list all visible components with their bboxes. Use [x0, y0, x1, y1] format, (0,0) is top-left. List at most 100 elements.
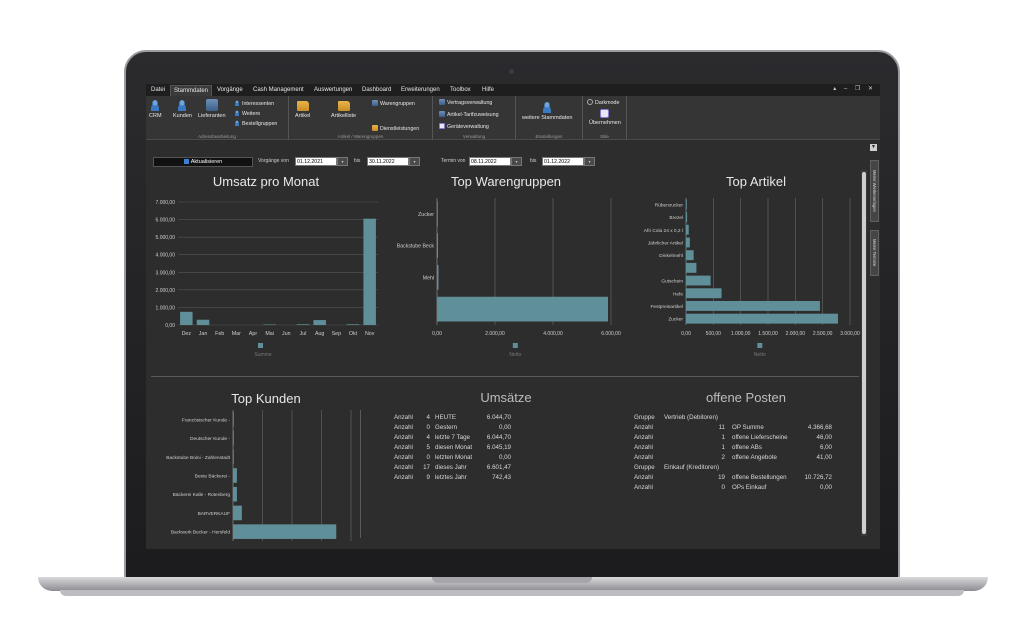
- posten-value: 6,00: [819, 444, 832, 451]
- lieferanten-button[interactable]: Lieferanten: [198, 99, 226, 119]
- y-tick-label: 6.000,00: [156, 218, 176, 224]
- posten-value: 10.726,72: [804, 474, 832, 481]
- x-tick-label: Nov: [365, 331, 375, 337]
- posten-value: 0,00: [819, 484, 832, 491]
- scrollbar-thumb[interactable]: [862, 172, 866, 534]
- posten-text: offene Bestellungen: [732, 474, 787, 481]
- x-tick-label: 1.000,00: [731, 331, 751, 337]
- meine-wiedervorlagen-tab[interactable]: Meine Wiedervorlagen: [870, 160, 879, 222]
- ribbon-group-einstellungen: weitere Stammdaten Einstellungen: [516, 96, 583, 140]
- x-tick-label: 2.500,00: [813, 331, 833, 337]
- geraeteverwaltung-button[interactable]: Geräteverwaltung: [439, 123, 489, 130]
- posten-label: Anzahl: [634, 454, 653, 461]
- calendar-dropdown-icon[interactable]: ▾: [337, 157, 348, 166]
- device-icon: [439, 123, 445, 129]
- posten-row: Gruppe Vertrieb (Debitoren): [634, 413, 854, 423]
- bar: [686, 275, 711, 286]
- calendar-dropdown-icon[interactable]: ▾: [584, 157, 595, 166]
- bar: [233, 486, 237, 502]
- umsaetze-label: Anzahl: [394, 474, 413, 481]
- tab-cash-management[interactable]: Cash Management: [253, 87, 304, 93]
- calendar-dropdown-icon[interactable]: ▾: [511, 157, 522, 166]
- laptop-base: [38, 577, 988, 591]
- tab-vorgaenge[interactable]: Vorgänge: [217, 87, 243, 93]
- uebernehmen-button[interactable]: Übernehmen: [589, 109, 621, 126]
- tab-erweiterungen[interactable]: Erweiterungen: [401, 87, 440, 93]
- aktualisieren-button[interactable]: Aktualisieren: [153, 157, 253, 167]
- posten-row: Anzahl 0 OPs Einkauf 0,00: [634, 483, 854, 493]
- posten-label: Anzahl: [634, 474, 653, 481]
- x-tick-label: Dez: [182, 331, 192, 337]
- y-tick-label: Festpreisartikel: [650, 304, 683, 310]
- darkmode-toggle[interactable]: Darkmode: [587, 99, 619, 106]
- ribbon-group-stile: Darkmode Übernehmen Stile: [583, 96, 627, 140]
- vorgaenge-bis-input[interactable]: 30.11.2022: [367, 157, 409, 166]
- posten-text: OPs Einkauf: [732, 484, 767, 491]
- umsaetze-count: 4: [426, 414, 430, 421]
- umsaetze-row: Anzahl 4 letzte 7 Tage 6.044,70: [394, 433, 614, 443]
- y-tick-label: Backwerk Becker - Hersfeld: [171, 530, 231, 536]
- y-tick-label: Backstube Boini - Zahlenstadt: [166, 455, 230, 461]
- tab-dashboard[interactable]: Dashboard: [362, 87, 392, 93]
- bar: [263, 324, 276, 325]
- tab-toolbox[interactable]: Toolbox: [450, 87, 471, 93]
- laptop-notch: [432, 577, 592, 583]
- crm-button[interactable]: CRM: [149, 99, 162, 119]
- x-tick-label: Aug: [315, 331, 324, 337]
- x-tick-label: 500,00: [706, 331, 722, 337]
- y-tick-label: Zucker: [668, 317, 683, 323]
- x-tick-label: 0,00: [432, 331, 442, 337]
- y-tick-label: Deutscher Kunde -: [190, 436, 230, 442]
- chevron-down-icon[interactable]: ▼: [870, 144, 877, 151]
- tariff-icon: [439, 111, 445, 117]
- x-tick-label: 6.000,00: [601, 331, 621, 337]
- interessenten-button[interactable]: Interessenten: [234, 100, 274, 107]
- umsatz-pro-monat-title: Umsatz pro Monat: [212, 174, 320, 189]
- vertragsverwaltung-button[interactable]: Vertragsverwaltung: [439, 99, 492, 106]
- termin-von-input[interactable]: 08.11.2022: [469, 157, 511, 166]
- umsatz-pro-monat-chart: 0,00 1.000,00 2.000,00 3.000,00 4.000,00 5.00…: [156, 200, 378, 358]
- warengruppen-button[interactable]: Warengruppen: [372, 100, 415, 107]
- top-warengruppen-title: Top Warengruppen: [450, 174, 562, 189]
- tab-datei[interactable]: Datei: [151, 87, 166, 93]
- y-tick-label: Jährlicher Artikel: [648, 240, 683, 246]
- tab-auswertungen[interactable]: Auswertungen: [314, 87, 353, 93]
- posten-value: 41,00: [816, 454, 832, 461]
- kunden-button[interactable]: Kunden: [173, 99, 192, 119]
- umsaetze-value: 742,43: [492, 474, 511, 481]
- ribbon-group-label: Stile: [600, 134, 609, 139]
- posten-value: 4.366,68: [807, 424, 832, 431]
- tab-stammdaten[interactable]: Stammdaten: [170, 85, 213, 96]
- x-tick-label: 0,00: [681, 331, 691, 337]
- dienstleistungen-button[interactable]: Dienstleistungen: [372, 123, 419, 132]
- tab-hilfe[interactable]: Hilfe: [482, 87, 495, 93]
- umsaetze-row: Anzahl 0 letzten Monat 0,00: [394, 453, 614, 463]
- bar: [437, 296, 609, 322]
- vorgaenge-von-input[interactable]: 01.12.2021: [295, 157, 337, 166]
- x-tick-label: Apr: [249, 331, 257, 337]
- bar: [686, 250, 694, 261]
- calendar-dropdown-icon[interactable]: ▾: [409, 157, 420, 166]
- posten-count: 0: [721, 484, 725, 491]
- weitere-stammdaten-button[interactable]: weitere Stammdaten: [522, 101, 572, 121]
- umsaetze-value: 0,00: [498, 424, 511, 431]
- ribbon-group-adressen: CRM Kunden Lieferanten Interessenten Wei…: [146, 96, 289, 140]
- bar: [686, 199, 687, 210]
- meine-termine-tab[interactable]: Meine Termine: [870, 230, 879, 276]
- bar: [686, 313, 838, 324]
- x-tick-label: 1.500,00: [758, 331, 778, 337]
- posten-count: 2: [721, 454, 725, 461]
- weitere-button[interactable]: Weitere: [234, 110, 260, 117]
- legend-label: Netto: [754, 352, 766, 358]
- umsaetze-count: 9: [426, 474, 430, 481]
- termin-bis-input[interactable]: 01.12.2022: [542, 157, 584, 166]
- artikel-button[interactable]: Artikel: [295, 99, 310, 119]
- artikel-tarifzuweisung-button[interactable]: Artikel-Tarifzuweisung: [439, 111, 499, 118]
- artikelliste-button[interactable]: Artikelliste: [331, 99, 356, 119]
- bar: [437, 264, 439, 290]
- bestellgruppen-button[interactable]: Bestellgruppen: [234, 120, 277, 127]
- umsaetze-period: Gestern: [435, 424, 458, 431]
- window-controls[interactable]: ▴ – ❐ ✕: [833, 86, 876, 92]
- umsaetze-label: Anzahl: [394, 414, 413, 421]
- refresh-icon: [183, 159, 189, 164]
